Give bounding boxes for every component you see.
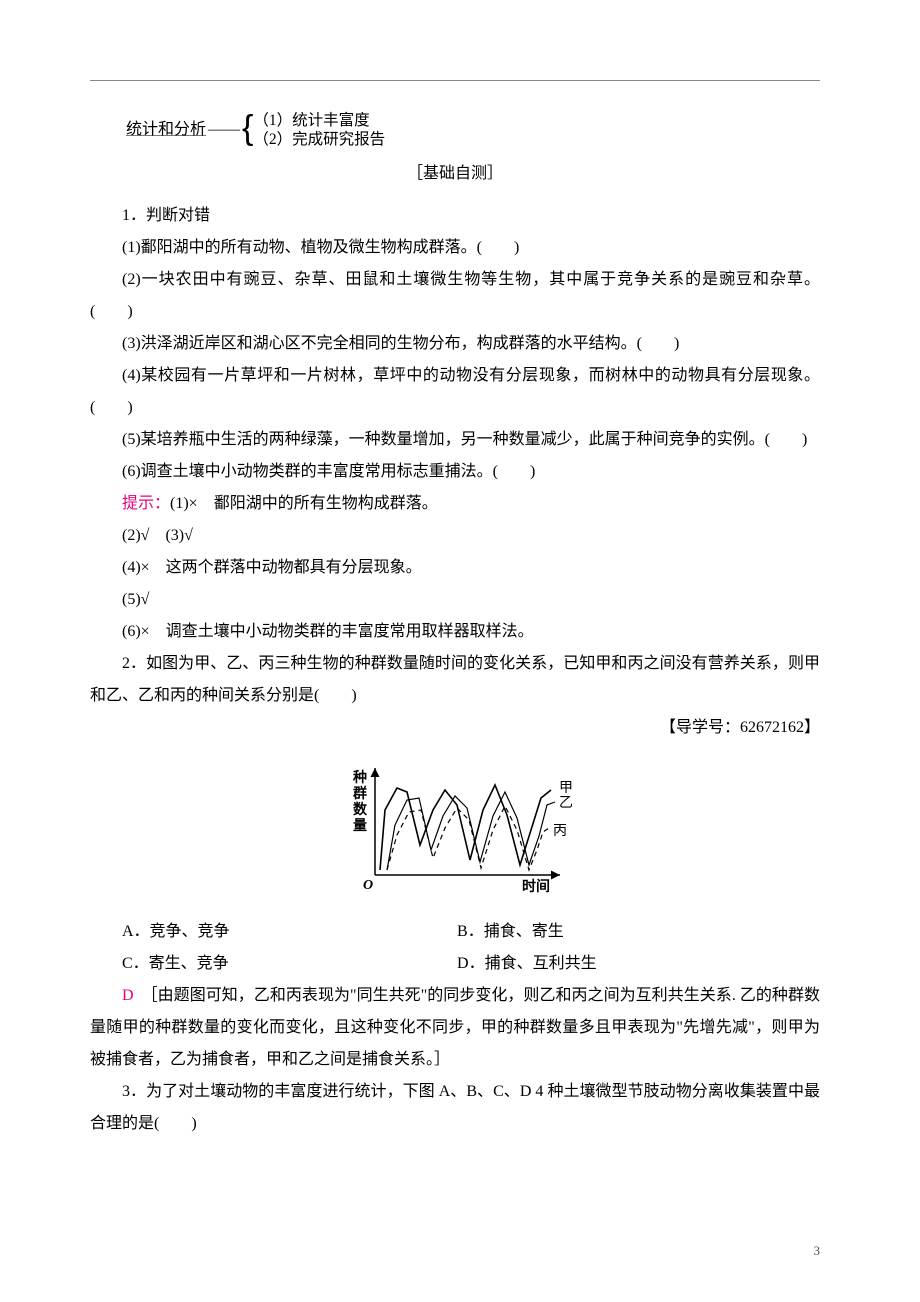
q1-item-1: (1)鄱阳湖中的所有动物、植物及微生物构成群落。( ) bbox=[90, 232, 820, 264]
brace-line-1: （1）统计丰富度 bbox=[253, 111, 385, 130]
page-number: 3 bbox=[814, 1238, 821, 1264]
svg-text:O: O bbox=[363, 878, 373, 893]
population-chart: 种群数量 O 时间 甲乙丙 bbox=[90, 750, 820, 912]
q2-option-b: B．捕食、寄生 bbox=[457, 916, 792, 948]
q2-stem: 2．如图为甲、乙、丙三种生物的种群数量随时间的变化关系，已知甲和丙之间没有营养关… bbox=[90, 648, 820, 712]
q2-explanation-text: ［由题图可知，乙和丙表现为"同生共死"的同步变化，则乙和丙之间为互利共生关系. … bbox=[90, 987, 820, 1068]
brace-symbol: { bbox=[242, 111, 253, 145]
q2-guide-number: 【导学号：62672162】 bbox=[90, 712, 820, 744]
q1-item-2: (2)一块农田中有豌豆、杂草、田鼠和土壤微生物等生物，其中属于竞争关系的是豌豆和… bbox=[90, 264, 820, 328]
svg-text:群: 群 bbox=[352, 785, 367, 802]
section-title: ［基础自测］ bbox=[90, 158, 820, 190]
q1-item-5: (5)某培养瓶中生活的两种绿藻，一种数量增加，另一种数量减少，此属于种间竞争的实… bbox=[90, 424, 820, 456]
brace-left-label: 统计和分析 bbox=[126, 114, 206, 146]
svg-text:丙: 丙 bbox=[553, 824, 567, 839]
brace-dash: —— bbox=[208, 114, 240, 146]
q1-item-6: (6)调查土壤中小动物类群的丰富度常用标志重捕法。( ) bbox=[90, 456, 820, 488]
svg-text:量: 量 bbox=[353, 818, 367, 834]
q2-explanation: D ［由题图可知，乙和丙表现为"同生共死"的同步变化，则乙和丙之间为互利共生关系… bbox=[90, 980, 820, 1076]
q1-item-3: (3)洪泽湖近岸区和湖心区不完全相同的生物分布，构成群落的水平结构。( ) bbox=[90, 328, 820, 360]
q2-answer-letter: D bbox=[122, 987, 134, 1004]
hint-label: 提示： bbox=[122, 495, 170, 512]
q1-answer-5: (6)× 调查土壤中小动物类群的丰富度常用取样器取样法。 bbox=[90, 616, 820, 648]
svg-text:乙: 乙 bbox=[559, 795, 573, 811]
svg-text:数: 数 bbox=[353, 801, 368, 818]
q1-answer-4: (5)√ bbox=[90, 584, 820, 616]
svg-text:时间: 时间 bbox=[522, 878, 550, 895]
q1-answer-3: (4)× 这两个群落中动物都具有分层现象。 bbox=[90, 552, 820, 584]
q1-answer-1: (1)× 鄱阳湖中的所有生物构成群落。 bbox=[170, 495, 438, 512]
q3-stem: 3．为了对土壤动物的丰富度进行统计，下图 A、B、C、D 4 种土壤微型节肢动物… bbox=[90, 1076, 820, 1140]
q1-answer-2: (2)√ (3)√ bbox=[90, 520, 820, 552]
q2-option-d: D．捕食、互利共生 bbox=[457, 948, 792, 980]
q1-stem: 1．判断对错 bbox=[90, 200, 820, 232]
brace-summary: 统计和分析 —— { （1）统计丰富度 （2）完成研究报告 bbox=[126, 111, 820, 150]
q2-option-c: C．寄生、竞争 bbox=[122, 948, 457, 980]
population-chart-svg: 种群数量 O 时间 甲乙丙 bbox=[325, 750, 585, 900]
q1-hint-line-1: 提示：(1)× 鄱阳湖中的所有生物构成群落。 bbox=[90, 488, 820, 520]
svg-text:甲: 甲 bbox=[559, 781, 573, 796]
q2-option-a: A．竞争、竞争 bbox=[122, 916, 457, 948]
q1-item-4: (4)某校园有一片草坪和一片树林，草坪中的动物没有分层现象，而树林中的动物具有分… bbox=[90, 360, 820, 424]
top-rule bbox=[90, 80, 820, 81]
svg-text:种: 种 bbox=[352, 769, 367, 786]
q2-options: A．竞争、竞争 B．捕食、寄生 C．寄生、竞争 D．捕食、互利共生 bbox=[122, 916, 820, 980]
brace-line-2: （2）完成研究报告 bbox=[253, 130, 385, 149]
